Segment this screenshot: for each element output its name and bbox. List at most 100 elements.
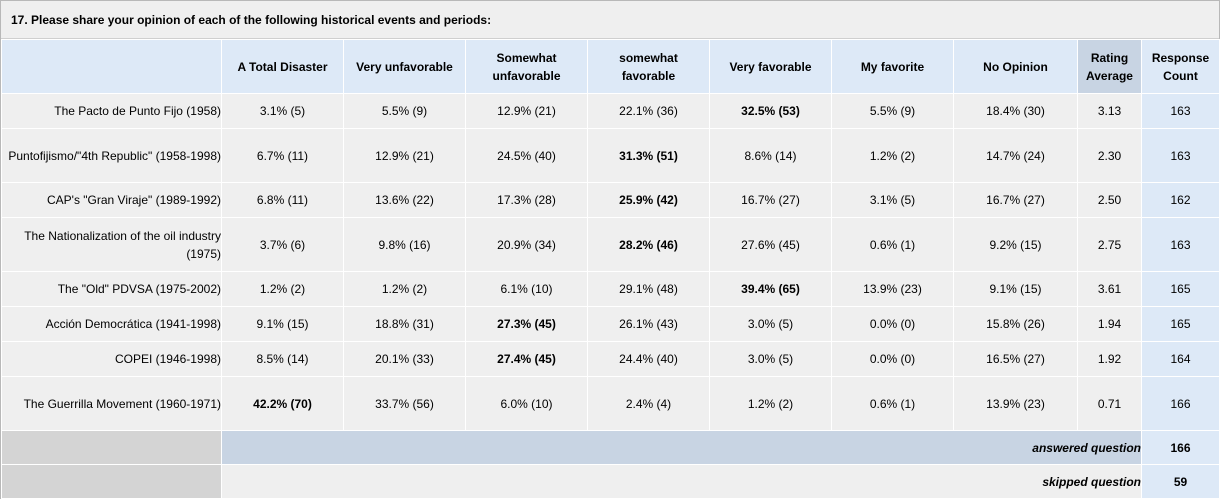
- rating-average-header: Rating Average: [1077, 39, 1142, 94]
- response-cell: 42.2% (70): [221, 376, 344, 431]
- response-cell: 33.7% (56): [343, 376, 466, 431]
- response-cell: 3.0% (5): [709, 306, 832, 342]
- response-count-header: Response Count: [1141, 39, 1220, 94]
- response-cell: 32.5% (53): [709, 93, 832, 129]
- response-cell: 0.0% (0): [831, 306, 954, 342]
- rating-average: 3.13: [1077, 93, 1142, 129]
- header-row: A Total Disaster Very unfavorable Somewh…: [1, 39, 1220, 94]
- response-cell: 18.8% (31): [343, 306, 466, 342]
- response-cell: 1.2% (2): [343, 271, 466, 307]
- response-cell: 5.5% (9): [343, 93, 466, 129]
- response-cell: 3.7% (6): [221, 217, 344, 272]
- response-count: 163: [1141, 217, 1220, 272]
- response-cell: 0.0% (0): [831, 341, 954, 377]
- rating-average: 2.50: [1077, 182, 1142, 218]
- rating-average: 0.71: [1077, 376, 1142, 431]
- response-cell: 0.6% (1): [831, 217, 954, 272]
- response-count: 162: [1141, 182, 1220, 218]
- row-label: The Pacto de Punto Fijo (1958): [1, 93, 222, 129]
- rating-average: 1.92: [1077, 341, 1142, 377]
- response-cell: 12.9% (21): [343, 128, 466, 183]
- response-cell: 20.9% (34): [465, 217, 588, 272]
- response-cell: 1.2% (2): [831, 128, 954, 183]
- column-header: Very unfavorable: [343, 39, 466, 94]
- response-cell: 6.7% (11): [221, 128, 344, 183]
- response-cell: 6.1% (10): [465, 271, 588, 307]
- response-count: 165: [1141, 306, 1220, 342]
- row-label: Puntofijismo/"4th Republic" (1958-1998): [1, 128, 222, 183]
- column-header: somewhat favorable: [587, 39, 710, 94]
- response-cell: 16.7% (27): [953, 182, 1078, 218]
- response-cell: 6.0% (10): [465, 376, 588, 431]
- answered-label: answered question: [221, 430, 1142, 465]
- table-row: The Nationalization of the oil industry …: [1, 217, 1220, 272]
- column-header: Very favorable: [709, 39, 832, 94]
- results-table: A Total Disaster Very unfavorable Somewh…: [1, 39, 1220, 499]
- summary-spacer: [1, 464, 222, 499]
- rating-average: 2.30: [1077, 128, 1142, 183]
- row-label: The "Old" PDVSA (1975-2002): [1, 271, 222, 307]
- response-cell: 13.9% (23): [831, 271, 954, 307]
- response-cell: 20.1% (33): [343, 341, 466, 377]
- question-title: 17. Please share your opinion of each of…: [11, 13, 492, 27]
- column-header: No Opinion: [953, 39, 1078, 94]
- row-label: COPEI (1946-1998): [1, 341, 222, 377]
- response-count: 164: [1141, 341, 1220, 377]
- column-header: Somewhat unfavorable: [465, 39, 588, 94]
- rating-average: 3.61: [1077, 271, 1142, 307]
- response-cell: 3.1% (5): [221, 93, 344, 129]
- table-row: COPEI (1946-1998) 8.5% (14) 20.1% (33) 27.4…: [1, 341, 1220, 377]
- response-cell: 27.3% (45): [465, 306, 588, 342]
- row-label: The Guerrilla Movement (1960-1971): [1, 376, 222, 431]
- response-cell: 13.9% (23): [953, 376, 1078, 431]
- response-cell: 27.4% (45): [465, 341, 588, 377]
- summary-spacer: [1, 430, 222, 465]
- response-count: 166: [1141, 376, 1220, 431]
- skipped-label: skipped question: [221, 464, 1142, 499]
- response-count: 165: [1141, 271, 1220, 307]
- response-cell: 9.2% (15): [953, 217, 1078, 272]
- skipped-row: skipped question 59: [1, 464, 1220, 499]
- response-cell: 13.6% (22): [343, 182, 466, 218]
- rating-average: 1.94: [1077, 306, 1142, 342]
- skipped-count: 59: [1141, 464, 1220, 499]
- response-cell: 9.1% (15): [221, 306, 344, 342]
- response-cell: 24.5% (40): [465, 128, 588, 183]
- response-cell: 9.1% (15): [953, 271, 1078, 307]
- table-row: The Guerrilla Movement (1960-1971) 42.2% …: [1, 376, 1220, 431]
- answered-row: answered question 166: [1, 430, 1220, 465]
- table-row: The Pacto de Punto Fijo (1958) 3.1% (5) 5.…: [1, 93, 1220, 129]
- table-body: The Pacto de Punto Fijo (1958) 3.1% (5) 5.…: [1, 93, 1220, 431]
- table-row: Puntofijismo/"4th Republic" (1958-1998) 6…: [1, 128, 1220, 183]
- response-cell: 9.8% (16): [343, 217, 466, 272]
- column-header: My favorite: [831, 39, 954, 94]
- response-cell: 0.6% (1): [831, 376, 954, 431]
- column-header: A Total Disaster: [221, 39, 344, 94]
- response-cell: 16.5% (27): [953, 341, 1078, 377]
- response-cell: 22.1% (36): [587, 93, 710, 129]
- table-row: CAP's "Gran Viraje" (1989-1992) 6.8% (11)…: [1, 182, 1220, 218]
- response-cell: 27.6% (45): [709, 217, 832, 272]
- response-cell: 16.7% (27): [709, 182, 832, 218]
- response-count: 163: [1141, 128, 1220, 183]
- response-cell: 31.3% (51): [587, 128, 710, 183]
- response-cell: 26.1% (43): [587, 306, 710, 342]
- response-cell: 28.2% (46): [587, 217, 710, 272]
- response-cell: 18.4% (30): [953, 93, 1078, 129]
- response-cell: 8.5% (14): [221, 341, 344, 377]
- response-cell: 17.3% (28): [465, 182, 588, 218]
- response-cell: 6.8% (11): [221, 182, 344, 218]
- response-cell: 25.9% (42): [587, 182, 710, 218]
- row-label: CAP's "Gran Viraje" (1989-1992): [1, 182, 222, 218]
- response-cell: 3.1% (5): [831, 182, 954, 218]
- rating-average: 2.75: [1077, 217, 1142, 272]
- response-cell: 8.6% (14): [709, 128, 832, 183]
- question-header: 17. Please share your opinion of each of…: [1, 1, 1219, 39]
- answered-count: 166: [1141, 430, 1220, 465]
- response-cell: 14.7% (24): [953, 128, 1078, 183]
- table-row: The "Old" PDVSA (1975-2002) 1.2% (2) 1.2% …: [1, 271, 1220, 307]
- row-label: Acción Democrática (1941-1998): [1, 306, 222, 342]
- row-label: The Nationalization of the oil industry …: [1, 217, 222, 272]
- response-cell: 24.4% (40): [587, 341, 710, 377]
- response-cell: 3.0% (5): [709, 341, 832, 377]
